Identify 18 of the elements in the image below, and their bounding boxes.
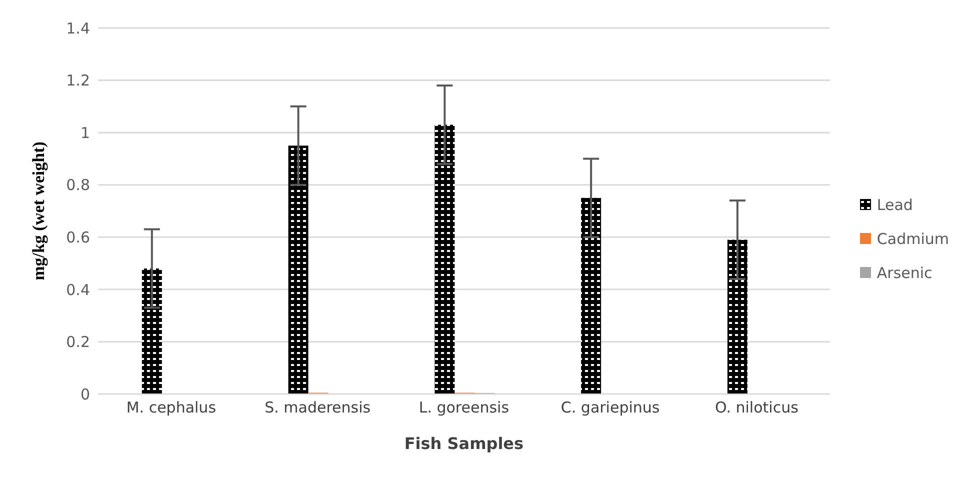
legend-label: Lead bbox=[876, 196, 914, 214]
legend-label: Cadmium bbox=[876, 230, 949, 248]
x-axis-title: Fish Samples bbox=[404, 434, 524, 453]
y-tick-label: 0.2 bbox=[66, 333, 90, 352]
y-tick-label: 0.8 bbox=[66, 176, 90, 194]
y-tick-label: 1.4 bbox=[66, 19, 90, 38]
y-tick-label: 1 bbox=[80, 124, 90, 142]
x-tick-label: L. goreensis bbox=[418, 398, 510, 417]
x-tick-label: C. gariepinus bbox=[560, 398, 660, 417]
x-tick-label: O. niloticus bbox=[715, 398, 799, 417]
y-tick-label: 0 bbox=[80, 385, 90, 404]
y-tick-label: 0.6 bbox=[66, 228, 90, 246]
x-tick-label: M. cephalus bbox=[126, 398, 216, 417]
y-tick-label: 1.2 bbox=[66, 72, 90, 90]
x-tick-label: S. maderensis bbox=[264, 398, 371, 417]
y-axis-title: mg/kg (wet weight) bbox=[29, 142, 48, 280]
legend-label: Arsenic bbox=[876, 264, 934, 282]
y-tick-label: 0.4 bbox=[66, 280, 90, 299]
